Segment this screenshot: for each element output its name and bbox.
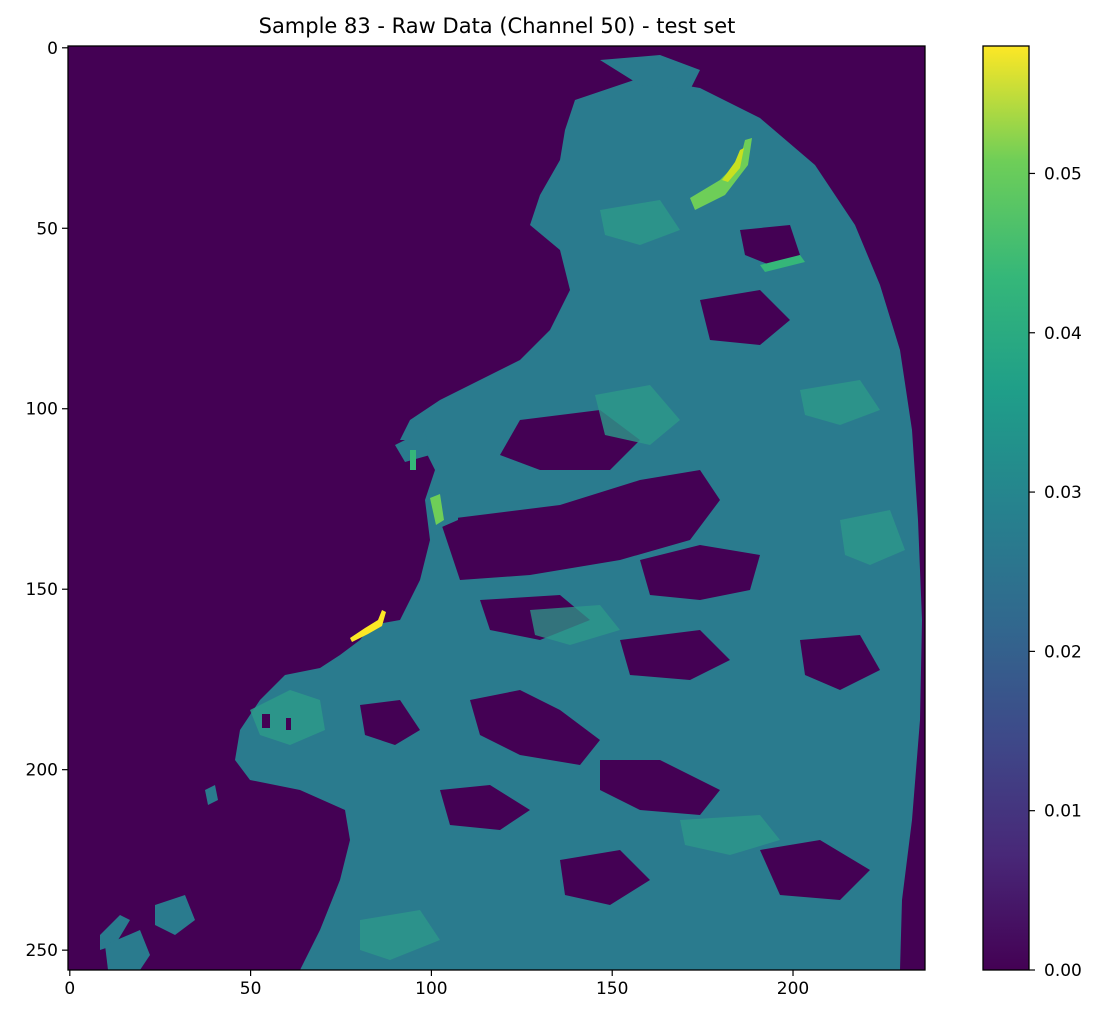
heatmap-gap — [440, 470, 720, 580]
colorbar-tick-label: 0.02 — [1044, 642, 1082, 662]
colorbar-ticks: 0.00 0.01 0.02 0.03 0.04 0.05 — [1029, 164, 1082, 981]
colorbar-tick-label: 0.05 — [1044, 164, 1082, 184]
heatmap-plot — [67, 45, 926, 971]
y-tick-label: 50 — [36, 219, 58, 239]
heatmap-hot-streak — [760, 255, 805, 272]
y-tick-label: 200 — [26, 761, 58, 781]
y-tick-label: 250 — [26, 941, 58, 961]
heatmap-gap — [760, 840, 870, 900]
heatmap-gap — [560, 850, 650, 905]
heatmap-hot-streak — [410, 450, 416, 470]
heatmap-gap — [800, 635, 880, 690]
heatmap-bright-patch — [530, 605, 620, 645]
heatmap-gap — [360, 700, 420, 745]
x-axis: 0 50 100 150 200 — [64, 970, 809, 999]
heatmap-hot-streak — [430, 494, 444, 525]
y-tick-label: 100 — [26, 400, 58, 420]
colorbar-tick-label: 0.00 — [1044, 961, 1082, 981]
colorbar-frame — [982, 45, 1030, 971]
heatmap-gap — [620, 630, 730, 680]
heatmap-hole — [262, 714, 270, 728]
heatmap-gap — [700, 290, 790, 345]
heatmap-hole — [286, 718, 291, 730]
x-tick-label: 50 — [240, 979, 262, 999]
heatmap-gap — [740, 225, 800, 265]
x-tick-label: 100 — [415, 979, 447, 999]
y-tick-label: 0 — [47, 39, 58, 59]
colorbar-gradient — [983, 46, 1029, 970]
heatmap-bright-patch — [840, 510, 905, 565]
heatmap-fragment — [600, 55, 700, 90]
heatmap-bright-patch — [595, 385, 680, 445]
heatmap-bright-patch — [360, 910, 440, 960]
heatmap-gap — [470, 690, 600, 765]
heatmap-bright-patch — [680, 815, 780, 855]
heatmap-fragment — [100, 915, 130, 950]
heatmap-hot-streak — [690, 138, 752, 210]
x-tick-label: 0 — [64, 979, 75, 999]
heatmap-fragment — [155, 895, 195, 935]
heatmap-fragment — [105, 930, 150, 970]
heatmap-regions — [100, 55, 922, 970]
heatmap-bright-patch — [600, 200, 680, 245]
heatmap-gap — [440, 785, 530, 830]
heatmap-hot-streak — [722, 148, 744, 182]
colorbar-tick-label: 0.01 — [1044, 802, 1082, 822]
heatmap-gap — [640, 545, 760, 600]
chart-title: Sample 83 - Raw Data (Channel 50) - test… — [259, 14, 736, 38]
x-tick-label: 200 — [777, 979, 809, 999]
colorbar: 0.00 0.01 0.02 0.03 0.04 0.05 — [982, 45, 1082, 981]
colorbar-tick-label: 0.03 — [1044, 483, 1082, 503]
colorbar-tick-label: 0.04 — [1044, 324, 1082, 344]
heatmap-fragment — [205, 785, 218, 805]
y-tick-label: 150 — [26, 580, 58, 600]
y-axis: 0 50 100 150 200 250 — [26, 39, 68, 961]
plot-frame — [67, 45, 926, 971]
heatmap-fragment — [395, 430, 430, 462]
x-tick-label: 150 — [596, 979, 628, 999]
heatmap-bright-patch — [250, 690, 325, 745]
heatmap-gap — [600, 760, 720, 815]
heatmap-bright-patch — [800, 380, 880, 425]
heatmap-hot-streak — [350, 610, 386, 642]
